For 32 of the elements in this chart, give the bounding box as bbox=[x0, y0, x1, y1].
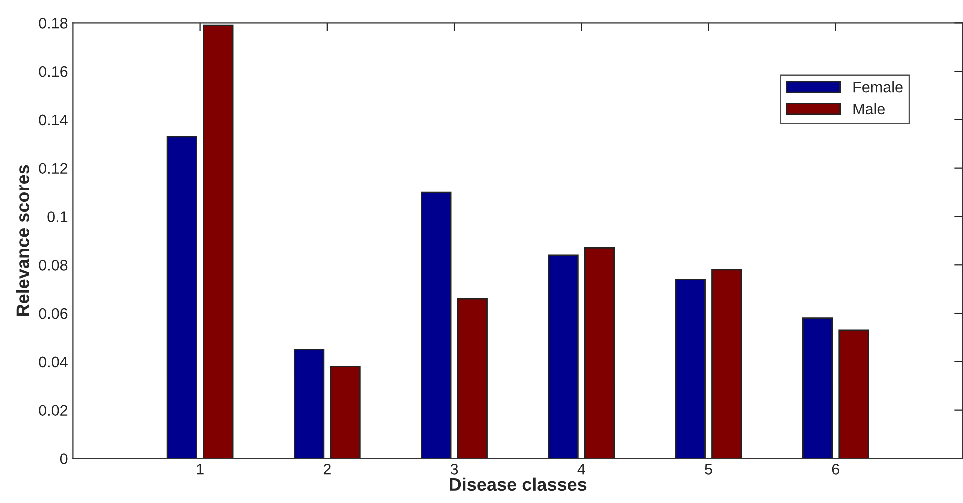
bar bbox=[330, 366, 361, 459]
x-tick-label: 6 bbox=[832, 464, 840, 475]
y-tick-label: 0.04 bbox=[39, 356, 68, 368]
bar bbox=[166, 136, 198, 459]
y-tick-label: 0 bbox=[60, 454, 68, 464]
bar bbox=[838, 330, 870, 459]
bar bbox=[584, 248, 616, 459]
y-tick-label: 0.12 bbox=[39, 163, 68, 174]
y-tick-label: 0.1 bbox=[48, 212, 68, 222]
bar bbox=[675, 278, 706, 459]
bar bbox=[294, 349, 325, 459]
bar bbox=[548, 254, 579, 459]
bar bbox=[203, 24, 234, 459]
bar bbox=[457, 298, 488, 459]
y-tick-label: 0.14 bbox=[39, 114, 68, 126]
y-axis-title: Relevance scores bbox=[16, 165, 30, 316]
y-tick-label: 0.08 bbox=[39, 260, 68, 271]
y-tick-label: 0.02 bbox=[39, 405, 68, 416]
legend-label: Male bbox=[854, 103, 885, 115]
x-tick-label: 4 bbox=[578, 464, 586, 475]
x-tick-label: 5 bbox=[705, 464, 712, 475]
x-tick-label: 1 bbox=[197, 464, 204, 475]
y-tick-label: 0.18 bbox=[39, 18, 68, 29]
x-axis-title: Disease classes bbox=[450, 478, 587, 492]
y-tick-label: 0.06 bbox=[39, 308, 68, 320]
bar bbox=[712, 269, 742, 459]
bar bbox=[802, 318, 834, 459]
x-tick-label: 2 bbox=[324, 464, 331, 475]
y-tick-label: 0.16 bbox=[39, 66, 68, 78]
bar bbox=[421, 192, 452, 459]
legend-label: Female bbox=[854, 82, 903, 93]
x-tick-label: 3 bbox=[450, 464, 458, 475]
